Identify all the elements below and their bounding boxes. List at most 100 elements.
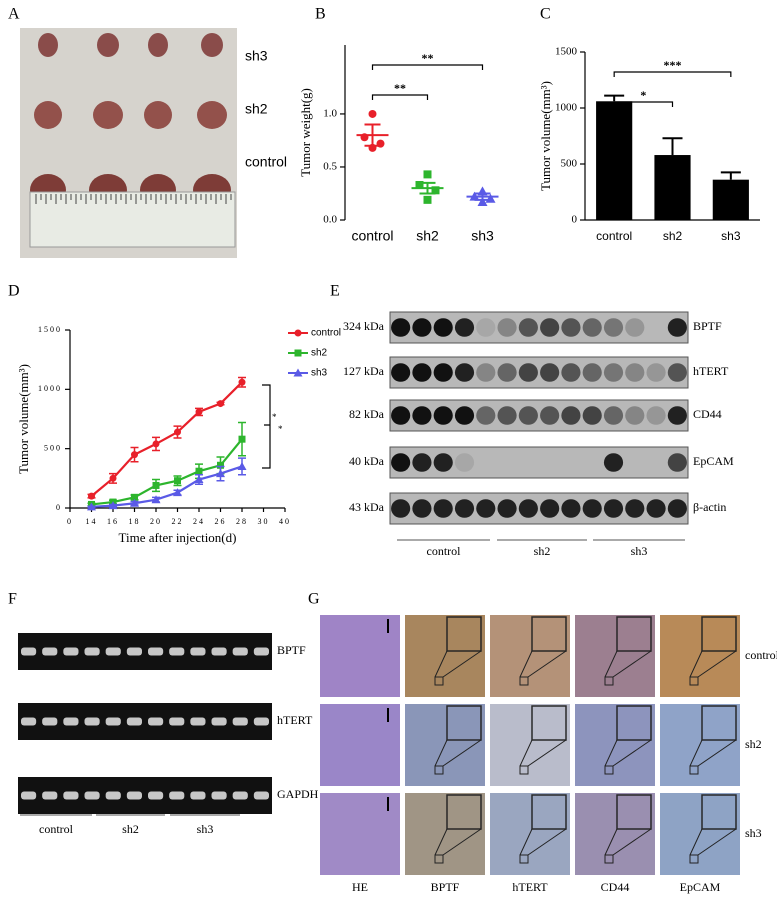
error-bar bbox=[720, 171, 741, 180]
y-tick-label: 1.0 bbox=[323, 107, 337, 119]
band bbox=[454, 499, 475, 518]
gel-band bbox=[148, 791, 164, 800]
gel-band bbox=[21, 647, 37, 656]
x-tick-label: 14 bbox=[86, 517, 98, 526]
gel-band bbox=[253, 791, 269, 800]
zoom-line bbox=[604, 828, 652, 856]
gel-band bbox=[84, 647, 100, 656]
x-tick-label: 24 bbox=[193, 517, 205, 526]
marker bbox=[195, 467, 203, 475]
sig-bracket bbox=[371, 64, 484, 70]
row-label: sh3 bbox=[245, 48, 268, 64]
band bbox=[454, 453, 475, 472]
gel-band bbox=[211, 791, 227, 800]
gel-band bbox=[63, 647, 79, 656]
gel-band bbox=[63, 791, 79, 800]
kda-label: 82 kDa bbox=[349, 407, 385, 421]
band bbox=[603, 499, 624, 518]
panel-letter: D bbox=[8, 283, 20, 300]
gel-band bbox=[126, 717, 142, 726]
marker bbox=[195, 408, 203, 416]
band bbox=[582, 363, 602, 382]
band bbox=[667, 363, 687, 382]
inset-box bbox=[701, 794, 737, 830]
y-axis-label: Tumor volume(mm³) bbox=[16, 364, 31, 474]
marker bbox=[368, 109, 377, 118]
marker bbox=[173, 488, 182, 497]
zoom-box bbox=[434, 676, 444, 686]
inset-box bbox=[446, 616, 482, 652]
sig-bracket bbox=[613, 101, 674, 107]
band bbox=[625, 363, 645, 382]
tumor bbox=[197, 101, 227, 129]
band bbox=[625, 499, 645, 518]
significance: * bbox=[272, 412, 277, 422]
tumor bbox=[34, 101, 62, 129]
x-tick-label: 26 bbox=[215, 517, 227, 526]
band bbox=[391, 453, 411, 472]
gel-band bbox=[190, 717, 206, 726]
error-bar bbox=[419, 181, 436, 195]
sig-bracket bbox=[371, 94, 429, 100]
panel-letter: B bbox=[315, 6, 326, 23]
gel-band bbox=[105, 647, 121, 656]
band bbox=[540, 363, 560, 382]
column-label: BPTF bbox=[431, 880, 460, 894]
tumor bbox=[144, 101, 172, 129]
gel-band bbox=[211, 647, 227, 656]
marker bbox=[174, 477, 181, 485]
marker bbox=[152, 440, 160, 448]
row-label: sh2 bbox=[245, 101, 268, 117]
band bbox=[667, 318, 687, 337]
error-bar bbox=[474, 192, 491, 201]
error-bar bbox=[662, 137, 683, 156]
significance: ** bbox=[394, 81, 406, 95]
marker bbox=[131, 451, 138, 459]
kda-label: 324 kDa bbox=[343, 319, 385, 333]
panel-letter: E bbox=[330, 283, 340, 300]
ihc-tile bbox=[320, 704, 400, 786]
x-tick-label: sh2 bbox=[663, 229, 683, 243]
gel-band bbox=[42, 791, 58, 800]
zoom-line bbox=[519, 650, 567, 678]
protein-label: CD44 bbox=[693, 407, 722, 421]
protein-label: EpCAM bbox=[693, 454, 734, 468]
gene-label: hTERT bbox=[277, 713, 313, 727]
marker bbox=[217, 400, 224, 408]
inset-box bbox=[446, 705, 482, 741]
marker bbox=[109, 474, 117, 482]
y-tick-label: 0.5 bbox=[323, 161, 337, 173]
gel-band bbox=[84, 791, 100, 800]
gel-band bbox=[148, 717, 164, 726]
ruler bbox=[29, 191, 236, 248]
band bbox=[476, 406, 496, 425]
marker bbox=[131, 493, 138, 501]
zoom-box bbox=[689, 676, 699, 686]
band bbox=[603, 318, 624, 337]
band bbox=[497, 406, 517, 425]
band bbox=[540, 406, 560, 425]
zoom-line bbox=[434, 650, 482, 678]
inset-box bbox=[701, 616, 737, 652]
group-label: control bbox=[427, 544, 462, 558]
legend-label: control bbox=[311, 328, 341, 339]
group-label: control bbox=[39, 822, 74, 836]
sig-bracket bbox=[262, 384, 271, 469]
marker bbox=[216, 469, 225, 478]
bar bbox=[712, 179, 749, 220]
x-tick-label: 16 bbox=[107, 517, 119, 526]
group-label: sh2 bbox=[122, 822, 139, 836]
band bbox=[625, 318, 645, 337]
marker bbox=[174, 428, 181, 436]
zoom-box bbox=[604, 676, 614, 686]
zoom-box bbox=[434, 765, 444, 775]
x-tick-label: sh2 bbox=[416, 228, 439, 244]
x-tick-label: control bbox=[596, 229, 632, 243]
gel-band bbox=[42, 717, 58, 726]
kda-label: 127 kDa bbox=[343, 364, 385, 378]
band bbox=[603, 453, 624, 472]
gene-label: GAPDH bbox=[277, 787, 319, 801]
gel-band bbox=[21, 717, 37, 726]
zoom-line bbox=[689, 739, 737, 767]
inset-box bbox=[531, 794, 567, 830]
